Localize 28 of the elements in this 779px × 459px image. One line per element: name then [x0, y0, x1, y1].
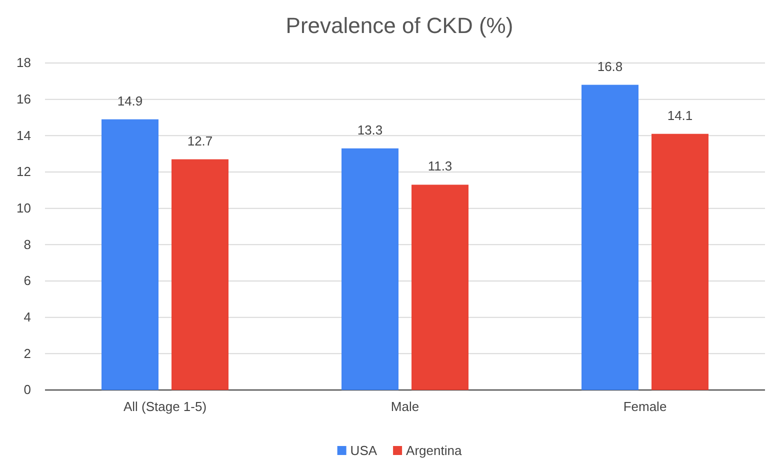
bar [342, 148, 398, 390]
data-label: 11.3 [428, 158, 452, 174]
bar [102, 119, 158, 390]
y-tick-label: 14 [16, 128, 31, 143]
y-tick-label: 4 [24, 309, 31, 324]
bar [582, 84, 638, 390]
y-tick-label: 16 [16, 91, 31, 106]
bar [412, 184, 468, 390]
chart-title: Prevalence of CKD (%) [286, 13, 514, 38]
data-label: 14.1 [667, 108, 693, 123]
y-tick-label: 18 [16, 55, 31, 70]
data-label: 12.7 [187, 133, 213, 148]
y-tick-label: 12 [16, 164, 31, 180]
legend-label: USA [350, 443, 378, 458]
data-label: 13.3 [357, 122, 383, 138]
y-tick-label: 0 [24, 382, 31, 398]
x-tick-label: Female [623, 399, 667, 414]
bar [652, 134, 708, 390]
legend-label: Argentina [406, 443, 462, 458]
x-tick-label: All (Stage 1-5) [123, 399, 207, 414]
x-tick-label: Male [390, 399, 420, 414]
y-tick-label: 2 [24, 346, 31, 361]
data-label: 16.8 [597, 58, 623, 74]
y-tick-label: 8 [24, 236, 31, 252]
bar [172, 159, 228, 390]
y-tick-label: 6 [24, 273, 31, 288]
y-tick-label: 10 [16, 200, 31, 216]
data-label: 14.9 [117, 93, 143, 108]
